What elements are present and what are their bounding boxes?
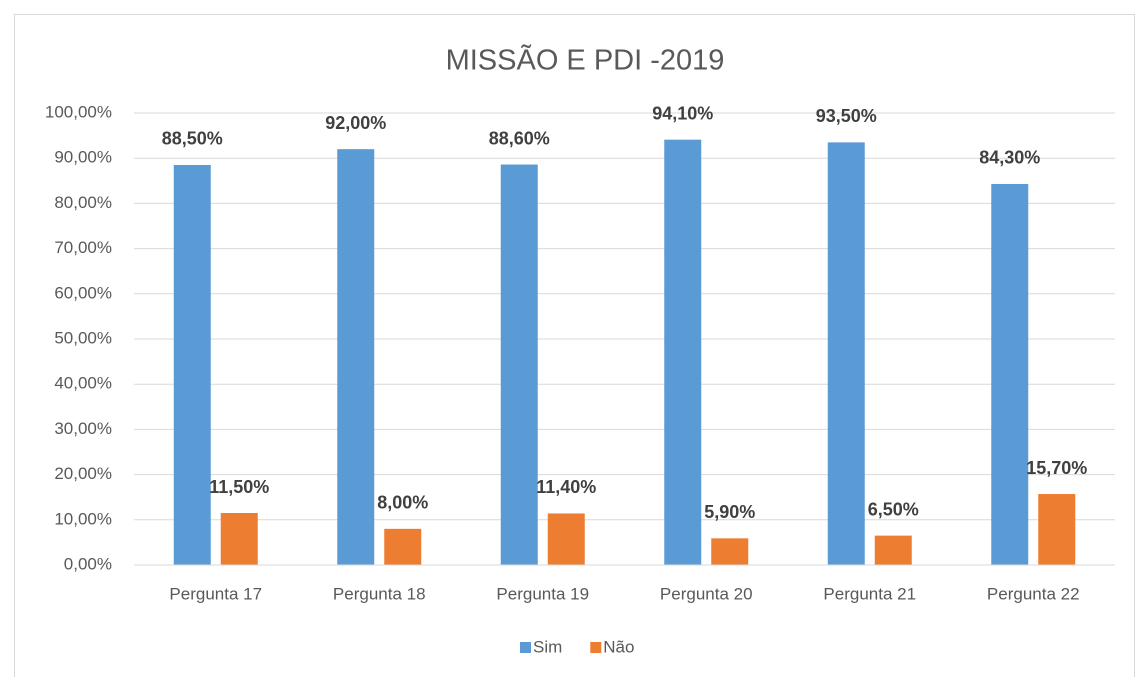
y-tick-label: 80,00% (54, 193, 112, 212)
value-label: 84,30% (979, 148, 1040, 168)
y-tick-label: 60,00% (54, 283, 112, 302)
bar (500, 164, 538, 565)
value-label: 6,50% (868, 499, 919, 519)
bar (547, 513, 585, 565)
value-label: 5,90% (704, 502, 755, 522)
value-label: 8,00% (377, 493, 428, 513)
y-tick-label: 50,00% (54, 328, 112, 347)
bar (173, 164, 211, 566)
bar (711, 538, 749, 565)
bar (384, 528, 422, 565)
value-label: 93,50% (816, 106, 877, 126)
y-tick-label: 30,00% (54, 419, 112, 438)
y-tick-label: 0,00% (64, 554, 112, 573)
value-label: 11,50% (209, 477, 269, 497)
y-tick-label: 40,00% (54, 374, 112, 393)
x-tick-label: Pergunta 19 (496, 584, 589, 603)
bar (664, 139, 702, 565)
y-tick-label: 70,00% (54, 238, 112, 257)
bar (991, 183, 1029, 566)
value-label: 92,00% (325, 113, 386, 133)
bar (1038, 494, 1076, 565)
value-label: 88,60% (489, 128, 550, 148)
value-label: 11,40% (536, 477, 596, 497)
bar (874, 535, 912, 565)
legend-label: Sim (533, 637, 562, 656)
y-tick-label: 90,00% (54, 148, 112, 167)
legend-swatch (520, 642, 531, 653)
value-label: 15,70% (1026, 458, 1087, 478)
x-tick-label: Pergunta 17 (169, 584, 262, 603)
value-label: 94,10% (652, 103, 713, 123)
y-tick-label: 10,00% (54, 509, 112, 528)
value-label: 88,50% (162, 129, 223, 149)
chart-title: MISSÃO E PDI -2019 (446, 43, 725, 77)
legend-label: Não (603, 637, 634, 656)
y-tick-label: 100,00% (45, 102, 112, 121)
bar (337, 149, 375, 565)
bar (827, 142, 865, 565)
x-tick-label: Pergunta 20 (660, 584, 753, 603)
y-tick-label: 20,00% (54, 464, 112, 483)
x-tick-label: Pergunta 22 (987, 584, 1080, 603)
x-tick-label: Pergunta 18 (333, 584, 426, 603)
x-tick-label: Pergunta 21 (823, 584, 916, 603)
legend-swatch (590, 642, 602, 653)
bar (220, 513, 258, 565)
